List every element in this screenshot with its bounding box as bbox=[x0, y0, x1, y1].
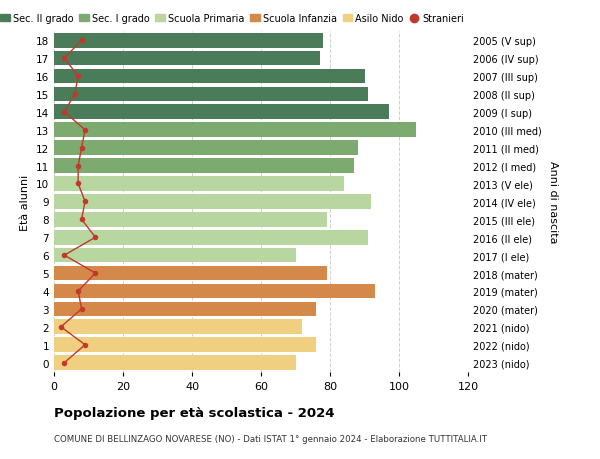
Bar bbox=[54, 320, 302, 335]
Bar bbox=[54, 213, 326, 227]
Point bbox=[80, 127, 90, 134]
Point bbox=[59, 109, 69, 116]
Point bbox=[73, 180, 83, 188]
Y-axis label: Età alunni: Età alunni bbox=[20, 174, 31, 230]
Point bbox=[77, 37, 86, 45]
Bar bbox=[54, 123, 416, 138]
Bar bbox=[54, 69, 365, 84]
Point bbox=[73, 162, 83, 170]
Bar bbox=[54, 195, 371, 209]
Bar bbox=[54, 51, 320, 66]
Bar bbox=[54, 177, 344, 191]
Point bbox=[80, 198, 90, 206]
Point bbox=[70, 91, 79, 98]
Point bbox=[77, 145, 86, 152]
Bar bbox=[54, 230, 368, 245]
Bar bbox=[54, 266, 326, 281]
Point bbox=[73, 288, 83, 295]
Bar bbox=[54, 248, 296, 263]
Point bbox=[56, 324, 66, 331]
Point bbox=[77, 216, 86, 224]
Point bbox=[73, 73, 83, 80]
Point bbox=[77, 306, 86, 313]
Y-axis label: Anni di nascita: Anni di nascita bbox=[548, 161, 558, 243]
Bar bbox=[54, 302, 316, 317]
Point bbox=[91, 234, 100, 241]
Point bbox=[59, 252, 69, 259]
Text: Popolazione per età scolastica - 2024: Popolazione per età scolastica - 2024 bbox=[54, 406, 335, 419]
Bar bbox=[54, 284, 375, 299]
Bar bbox=[54, 338, 316, 353]
Bar bbox=[54, 356, 296, 370]
Point bbox=[59, 359, 69, 367]
Bar bbox=[54, 141, 358, 156]
Bar bbox=[54, 34, 323, 48]
Legend: Sec. II grado, Sec. I grado, Scuola Primaria, Scuola Infanzia, Asilo Nido, Stran: Sec. II grado, Sec. I grado, Scuola Prim… bbox=[0, 14, 464, 24]
Point bbox=[80, 341, 90, 349]
Bar bbox=[54, 105, 389, 120]
Bar bbox=[54, 87, 368, 102]
Text: COMUNE DI BELLINZAGO NOVARESE (NO) - Dati ISTAT 1° gennaio 2024 - Elaborazione T: COMUNE DI BELLINZAGO NOVARESE (NO) - Dat… bbox=[54, 434, 487, 443]
Point bbox=[59, 55, 69, 62]
Bar bbox=[54, 159, 354, 174]
Point bbox=[91, 270, 100, 277]
